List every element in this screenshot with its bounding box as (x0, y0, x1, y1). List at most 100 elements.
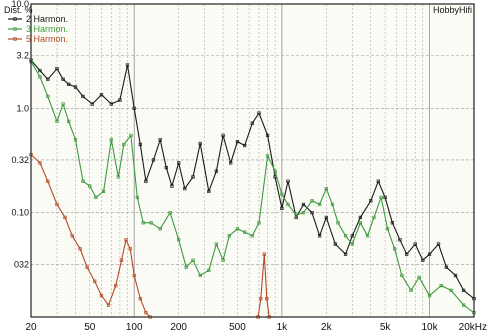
data-point-h2 (257, 111, 261, 115)
data-point-h5 (46, 179, 50, 183)
y-tick-label: 10.0 (11, 0, 29, 9)
legend-marker (13, 27, 17, 31)
data-point-h2 (343, 252, 348, 256)
series-layer (29, 58, 476, 319)
data-point-h2 (46, 77, 50, 81)
data-point-h3 (461, 303, 466, 307)
data-point-h2 (55, 67, 59, 71)
data-point-h2 (413, 242, 417, 246)
plot-background (31, 4, 474, 317)
data-point-h3 (317, 202, 322, 207)
data-point-h2 (132, 106, 136, 110)
legend-marker (13, 17, 17, 21)
data-point-h3 (158, 227, 162, 231)
data-point-h2 (73, 85, 78, 89)
data-point-h5 (259, 296, 263, 301)
data-point-h3 (336, 221, 340, 225)
data-point-h2 (453, 273, 458, 278)
series-line-h5 (257, 253, 270, 318)
data-point-h3 (273, 169, 277, 173)
data-point-h2 (301, 202, 306, 207)
data-point-h5 (138, 296, 142, 301)
x-tick-label: 500 (229, 322, 246, 333)
data-point-h3 (280, 192, 284, 196)
data-point-h5 (70, 234, 74, 238)
data-point-h3 (257, 221, 261, 225)
grid (31, 4, 474, 317)
data-point-h3 (184, 265, 188, 269)
data-point-h2 (280, 206, 284, 210)
data-point-h3 (294, 213, 298, 217)
data-point-h3 (67, 119, 71, 124)
data-point-h5 (114, 283, 118, 288)
data-point-h2 (229, 161, 233, 165)
data-point-h2 (436, 242, 441, 246)
x-tick-label: 20 (25, 322, 37, 333)
data-point-h2 (286, 179, 290, 183)
data-point-h3 (365, 234, 370, 238)
series-line-h3 (30, 61, 475, 314)
data-point-h3 (149, 221, 153, 225)
data-point-h2 (99, 93, 104, 97)
data-point-h2 (427, 252, 432, 256)
data-point-h2 (444, 265, 449, 269)
data-point-h3 (417, 275, 421, 279)
data-point-h2 (158, 138, 162, 142)
data-point-h5 (132, 273, 136, 278)
x-tick-label: 100 (126, 322, 143, 333)
data-point-h3 (358, 221, 363, 225)
data-point-h3 (168, 211, 172, 215)
data-point-h3 (385, 227, 390, 231)
x-tick-label: 200 (170, 322, 187, 333)
data-point-h2 (38, 68, 42, 73)
data-point-h2 (207, 189, 211, 194)
data-point-h2 (221, 133, 225, 138)
data-point-h3 (55, 119, 59, 124)
series-line-h5 (30, 154, 151, 318)
data-point-h2 (125, 63, 130, 67)
legend-label: 3 Harmon. (26, 24, 68, 34)
data-point-h5 (55, 202, 59, 207)
data-point-h3 (122, 142, 126, 147)
data-point-h3 (207, 268, 211, 272)
x-tick-label: 20kHz (459, 322, 487, 333)
legend-label: 2 Harmon. (26, 14, 68, 24)
data-point-h2 (67, 82, 71, 86)
data-point-h2 (170, 184, 174, 188)
y-tick-label: 0.10 (11, 208, 29, 218)
data-point-h3 (235, 227, 240, 231)
data-point-h2 (405, 252, 409, 256)
data-point-h3 (350, 242, 354, 246)
data-point-h3 (135, 195, 139, 200)
data-point-h3 (116, 175, 120, 179)
data-point-h2 (376, 179, 380, 183)
data-point-h3 (141, 221, 145, 225)
x-tick-label: 10k (421, 322, 438, 333)
data-point-h3 (427, 294, 432, 298)
x-tick-label: 2k (321, 322, 333, 333)
data-point-h5 (99, 294, 104, 298)
data-point-h2 (350, 234, 354, 238)
data-point-h2 (144, 179, 148, 183)
data-point-h2 (235, 139, 240, 144)
data-point-h2 (90, 102, 94, 106)
data-point-h2 (151, 158, 156, 162)
data-point-h2 (265, 133, 270, 138)
data-point-h2 (183, 186, 187, 191)
data-point-h5 (128, 247, 132, 251)
data-point-h2 (164, 166, 168, 170)
data-point-h5 (265, 296, 269, 301)
data-point-h3 (286, 202, 290, 207)
data-point-h3 (400, 273, 404, 278)
data-point-h5 (106, 303, 111, 307)
data-point-h3 (243, 230, 247, 234)
data-point-h3 (198, 273, 202, 278)
data-point-h5 (63, 215, 67, 220)
data-point-h2 (61, 77, 65, 81)
data-point-h2 (317, 234, 322, 238)
data-point-h5 (119, 258, 124, 262)
data-point-h3 (109, 138, 113, 142)
data-point-h3 (379, 195, 383, 200)
data-point-h2 (461, 288, 466, 293)
data-point-h2 (383, 195, 387, 200)
